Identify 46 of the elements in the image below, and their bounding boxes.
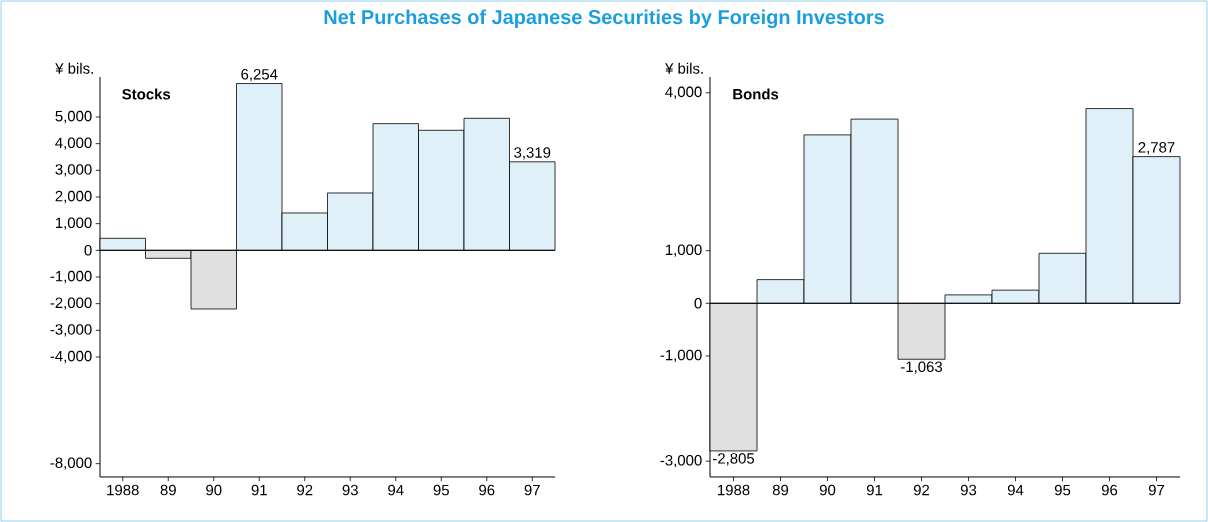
y-tick-label: -1,000 (50, 270, 92, 284)
x-tick-label: 93 (960, 484, 977, 496)
x-tick-label: 90 (206, 484, 222, 496)
y-tick-label: 3,000 (55, 164, 92, 177)
x-tick-label: 89 (772, 484, 789, 496)
y-tick-label: 4,000 (665, 86, 702, 99)
y-tick-label: 2,000 (55, 190, 92, 204)
text: Bonds (733, 88, 779, 100)
y-axis-title: ¥ bils. (55, 62, 93, 74)
y-tick-label: -3,000 (50, 324, 92, 337)
x-tick-label: 95 (433, 484, 449, 496)
x-tick-label: 92 (913, 484, 930, 496)
x-tick-label: 94 (1007, 484, 1024, 496)
y-tick-label: 4,000 (55, 137, 92, 150)
y-tick-label: -8,000 (50, 457, 92, 470)
data-label: 6,254 (241, 68, 278, 82)
y-tick-label: 0 (694, 298, 702, 309)
y-tick-label: 0 (84, 245, 92, 256)
x-tick-label: 97 (524, 484, 540, 496)
x-tick-label: 95 (1054, 484, 1071, 496)
y-axis-title: ¥ bils. (665, 62, 703, 74)
x-tick-label: 94 (388, 484, 404, 496)
data-label: 3,319 (514, 147, 551, 160)
x-tick-label: 91 (866, 484, 883, 496)
x-tick-label: 90 (819, 484, 836, 496)
x-tick-label: 91 (251, 484, 267, 496)
x-tick-label: 96 (1101, 484, 1118, 496)
data-label: 2,787 (1138, 142, 1175, 155)
data-label: -1,063 (900, 361, 943, 374)
y-tick-label: -4,000 (50, 350, 92, 364)
x-tick-label: 97 (1148, 484, 1165, 496)
data-label: -2,805 (712, 453, 755, 466)
x-tick-label: 96 (479, 484, 495, 496)
x-tick-label: 93 (342, 484, 358, 496)
x-tick-label: 1988 (718, 484, 750, 496)
y-tick-label: 1,000 (665, 244, 702, 257)
text: Net Purchases of Japanese Securities by Foreign Investors (324, 9, 884, 29)
y-tick-label: -2,000 (50, 297, 92, 310)
y-tick-label: -1,000 (660, 349, 702, 363)
x-tick-label: 92 (297, 484, 313, 496)
y-tick-label: -3,000 (660, 455, 702, 468)
y-tick-label: 5,000 (55, 110, 92, 124)
y-tick-label: 1,000 (55, 217, 92, 230)
text: Stocks (122, 88, 171, 100)
x-tick-label: 1988 (107, 484, 139, 496)
x-tick-label: 89 (160, 484, 176, 496)
